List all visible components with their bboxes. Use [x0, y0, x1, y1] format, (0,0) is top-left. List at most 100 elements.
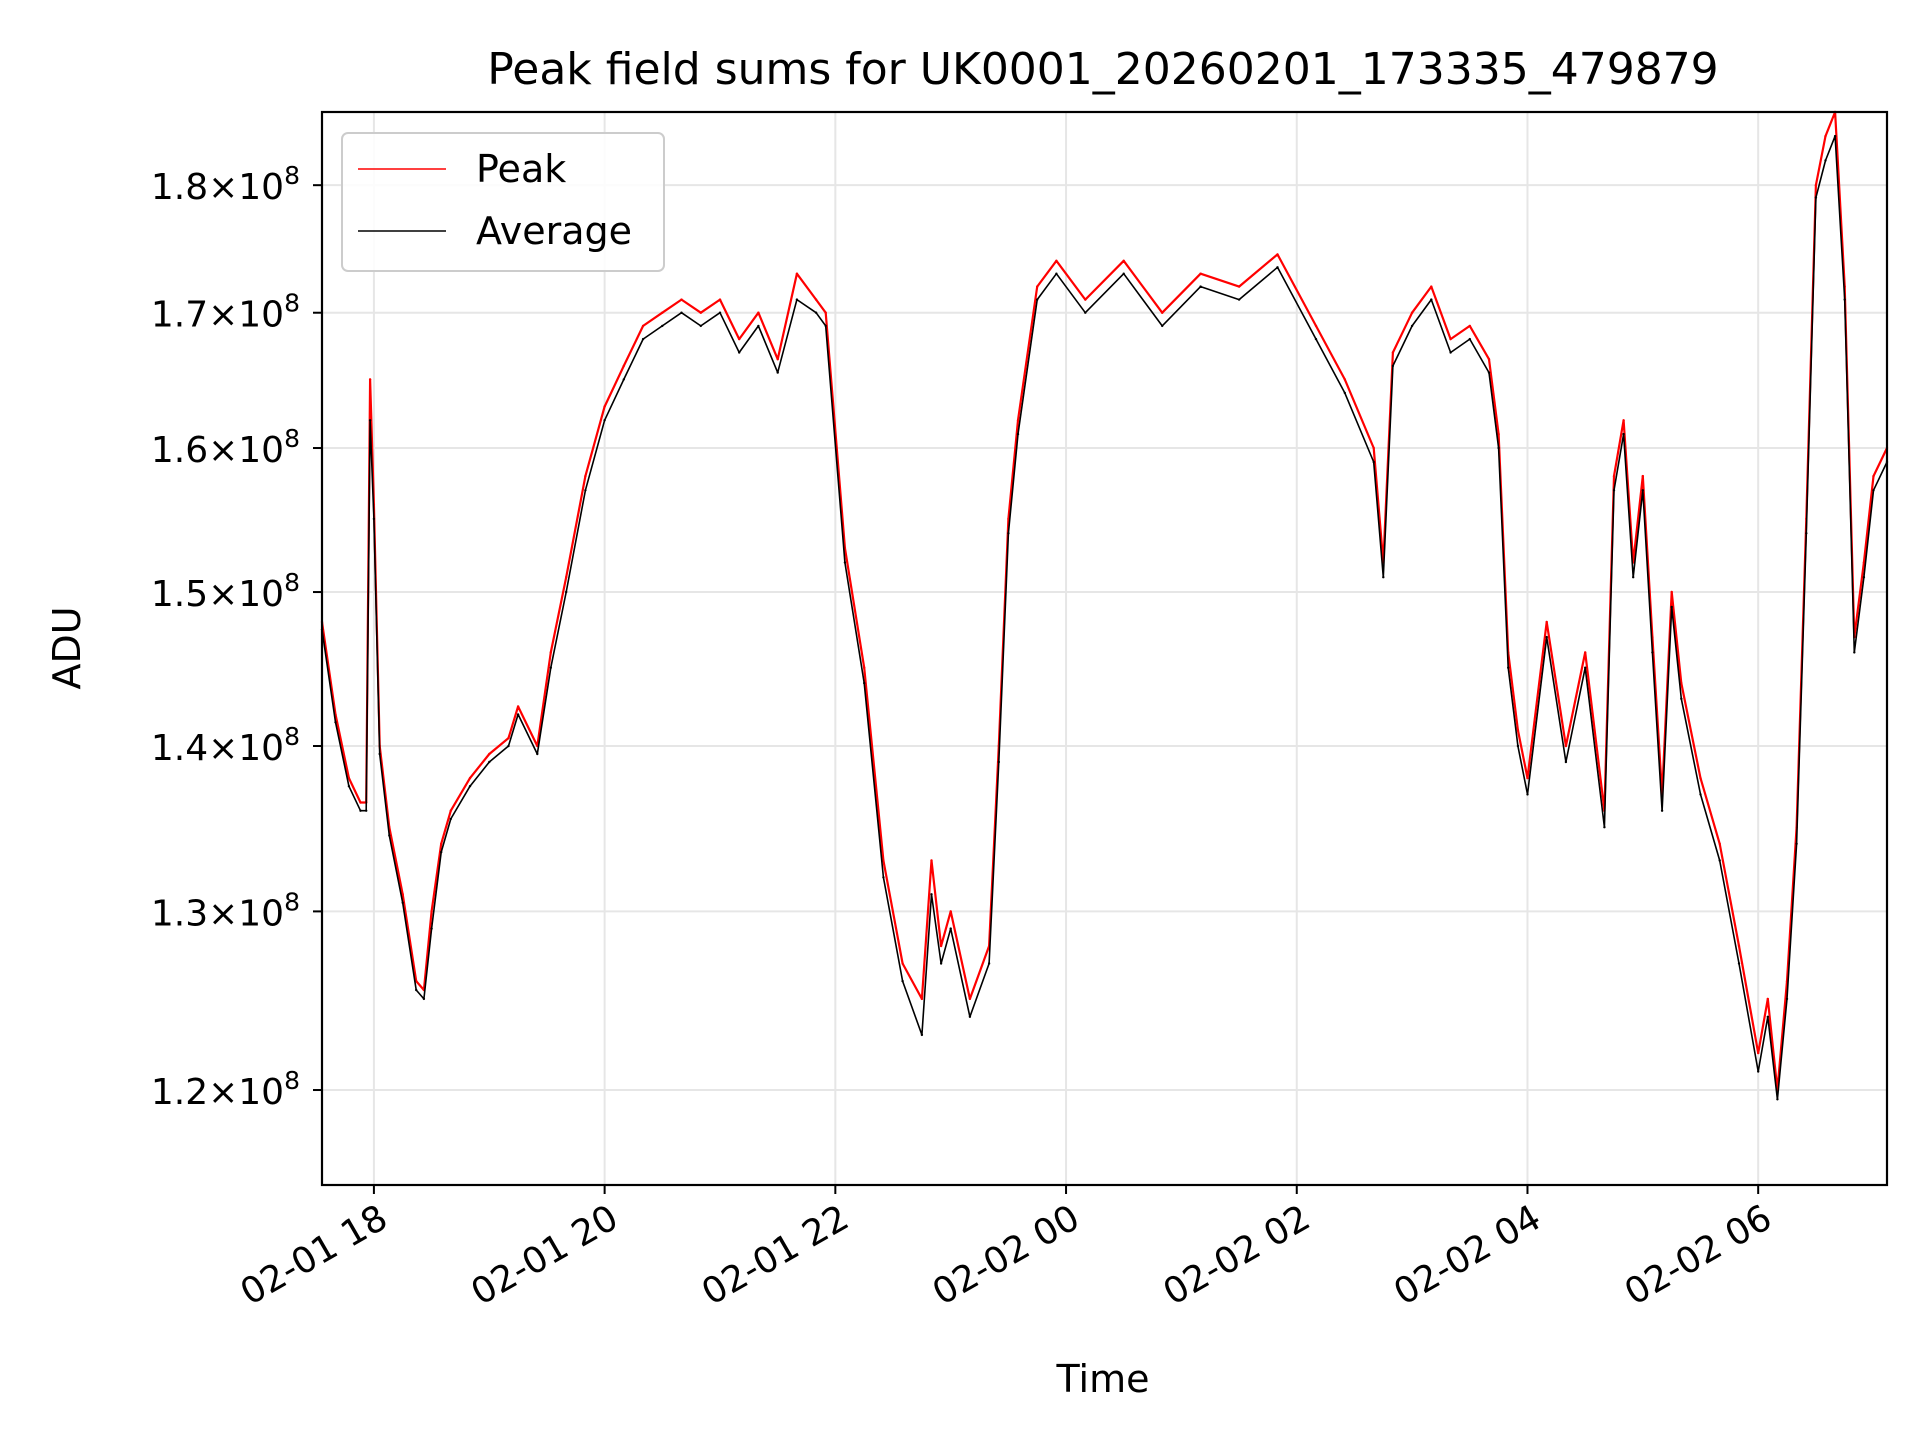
data-point	[1699, 776, 1702, 780]
legend-label-average: Average	[476, 209, 632, 253]
x-tick-label: 02-02 06	[1618, 1197, 1779, 1313]
data-point	[440, 850, 443, 854]
data-point	[368, 378, 372, 381]
data-point	[347, 785, 351, 788]
data-point	[516, 705, 520, 708]
data-point	[378, 752, 381, 756]
data-point	[1468, 324, 1472, 328]
x-tick-label: 02-01 22	[695, 1197, 856, 1313]
data-point	[718, 298, 722, 301]
data-point	[882, 876, 885, 879]
y-tick-label: 1.8×108	[151, 161, 300, 208]
data-point	[1853, 651, 1856, 654]
data-point	[1632, 576, 1635, 579]
data-point	[776, 371, 779, 374]
data-point	[949, 927, 952, 930]
data-point	[565, 576, 568, 579]
data-point	[920, 1033, 924, 1037]
data-point	[1814, 196, 1818, 199]
data-point	[1718, 842, 1721, 845]
data-point	[738, 351, 741, 354]
data-point	[987, 962, 991, 965]
data-point	[388, 834, 391, 837]
data-point	[401, 893, 404, 896]
series-line-average	[321, 135, 1888, 1101]
legend: Peak Average	[341, 132, 665, 272]
data-point	[1670, 590, 1673, 594]
data-point	[863, 681, 866, 685]
data-point	[1584, 666, 1587, 669]
data-point	[449, 809, 452, 812]
x-tick-label: 02-02 04	[1387, 1197, 1548, 1313]
data-point	[1468, 337, 1472, 341]
data-point	[1016, 419, 1020, 422]
data-point	[641, 337, 645, 341]
data-point	[1612, 474, 1616, 478]
data-point	[584, 489, 587, 492]
data-point	[930, 893, 933, 896]
data-point	[1526, 793, 1529, 796]
data-point	[1237, 298, 1241, 301]
data-point	[1660, 809, 1664, 812]
data-point	[824, 324, 827, 328]
data-point	[738, 337, 741, 341]
data-point	[584, 474, 587, 478]
data-point	[1833, 134, 1837, 138]
data-point	[468, 776, 472, 780]
legend-label-peak: Peak	[476, 147, 566, 191]
y-tick-label: 1.6×108	[151, 424, 300, 471]
data-point	[1314, 324, 1318, 328]
data-point	[1737, 962, 1741, 965]
data-point	[968, 997, 972, 1001]
data-point	[718, 311, 722, 314]
data-point	[661, 324, 664, 328]
data-point	[536, 752, 539, 756]
data-point	[1497, 446, 1500, 450]
data-point	[1430, 285, 1433, 288]
data-point	[1391, 351, 1395, 354]
x-axis-label: Time	[1056, 1357, 1150, 1401]
data-point	[1612, 489, 1616, 492]
data-point	[1055, 259, 1058, 262]
x-tick-label: 02-01 20	[464, 1197, 625, 1313]
data-point	[920, 997, 924, 1001]
data-point	[565, 590, 568, 594]
data-point	[507, 744, 510, 748]
data-point	[1382, 576, 1385, 579]
data-point	[997, 760, 1000, 764]
data-point	[1161, 324, 1164, 328]
data-point	[1651, 651, 1654, 654]
data-point	[1036, 298, 1039, 301]
data-point	[661, 311, 664, 314]
data-point	[1872, 474, 1875, 478]
data-point	[1718, 859, 1721, 862]
data-point	[1843, 298, 1846, 301]
data-point	[1372, 446, 1375, 450]
series-line-peak	[320, 110, 1888, 1092]
data-point	[1680, 681, 1683, 685]
data-point	[641, 324, 645, 328]
data-point	[1785, 997, 1789, 1001]
data-point	[1872, 489, 1875, 492]
data-point	[1237, 285, 1241, 288]
data-point	[699, 311, 702, 314]
data-point	[1449, 351, 1452, 354]
data-point	[603, 419, 606, 422]
legend-box	[341, 132, 665, 272]
data-point	[1199, 272, 1202, 275]
y-tick-label: 1.3×108	[151, 887, 300, 934]
data-point	[622, 364, 625, 368]
data-point	[863, 666, 866, 669]
data-point	[939, 962, 943, 965]
data-point	[824, 311, 827, 314]
data-point	[1622, 419, 1625, 422]
data-point	[622, 378, 625, 381]
data-point	[699, 324, 702, 328]
data-point	[1776, 1098, 1779, 1101]
data-point	[372, 517, 376, 521]
data-point	[347, 776, 351, 780]
data-point	[1276, 266, 1279, 269]
data-point	[1055, 272, 1058, 275]
data-point	[359, 801, 362, 804]
